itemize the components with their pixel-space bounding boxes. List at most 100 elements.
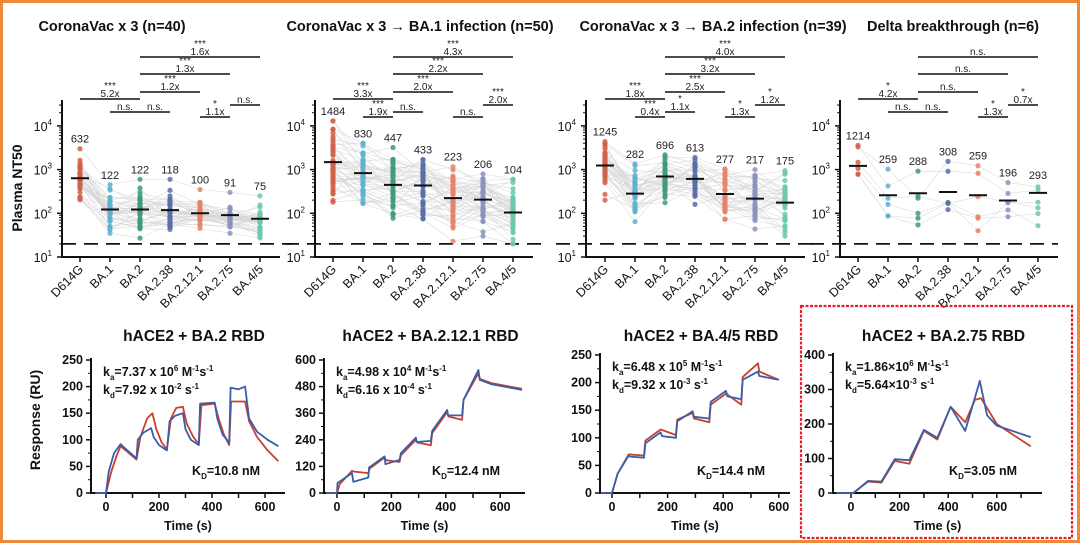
geometric-mean-label: 104 <box>504 164 522 176</box>
data-point-BA-4-5 <box>510 217 516 223</box>
data-point-BA-2 <box>137 176 143 182</box>
significance-stars: *** <box>357 81 369 92</box>
data-point-BA-2-75 <box>227 230 233 236</box>
data-point-BA-4-5 <box>510 236 516 243</box>
y-tick-label: 360 <box>295 406 316 420</box>
data-point-D614G <box>330 179 336 185</box>
tick-exponent: 4 <box>572 118 577 127</box>
data-point-D614G <box>330 145 336 151</box>
superscript: -1 <box>715 359 723 368</box>
fold-change-label: 4.2x <box>879 89 898 100</box>
x-tick-label: 600 <box>255 500 276 514</box>
geometric-mean-label: 277 <box>716 154 734 166</box>
tick-base: 10 <box>287 120 301 134</box>
x-tick-label: 400 <box>713 500 734 514</box>
data-point-BA-4-5 <box>782 177 788 184</box>
y-tick-label: 200 <box>804 417 825 431</box>
data-point-BA-4-5 <box>510 201 516 207</box>
text-segment: s <box>432 365 439 379</box>
tick-exponent: 1 <box>48 249 53 258</box>
data-point-BA-1 <box>632 163 638 169</box>
text-segment: k <box>103 383 110 397</box>
text-segment: K <box>697 464 706 478</box>
superscript: 6 <box>909 359 914 368</box>
dissociation-constant-label: KD=10.8 nM <box>192 464 260 481</box>
data-point-BA-4-5 <box>257 226 263 232</box>
dissociation-constant-label: KD=14.4 nM <box>697 464 765 481</box>
fold-change-label: n.s. <box>955 64 971 75</box>
fold-change-label: n.s. <box>895 102 911 113</box>
data-point-BA-2-75 <box>1005 190 1011 197</box>
x-tick-label: 400 <box>202 500 223 514</box>
data-point-BA-2-12-1 <box>450 220 456 226</box>
text-segment: s <box>414 383 424 397</box>
text-segment: =9.32 x 10 <box>624 378 683 392</box>
y-tick-label: 150 <box>62 406 83 420</box>
fold-change-label: 2.0x <box>489 95 508 106</box>
data-point-BA-4-5 <box>782 229 788 236</box>
data-point-BA-2-12-1 <box>450 201 456 208</box>
data-point-BA-4-5 <box>257 231 263 237</box>
data-point-BA-4-5 <box>257 204 263 210</box>
data-point-BA-2-38 <box>692 157 698 163</box>
data-point-BA-2-75 <box>480 180 486 186</box>
subscript: D <box>441 472 447 481</box>
x-tick-label: BA.1 <box>865 262 894 291</box>
superscript: -1 <box>928 359 936 368</box>
y-tick-label: 101 <box>34 249 53 265</box>
data-point-BA-1 <box>107 194 113 201</box>
data-point-BA-2-38 <box>167 218 173 224</box>
highlight-box <box>799 304 1074 540</box>
text-segment: k <box>845 378 852 392</box>
superscript: -1 <box>942 359 950 368</box>
data-point-D614G <box>330 136 336 142</box>
fold-change-label: 1.1x <box>206 107 225 118</box>
data-point-BA-2-12-1 <box>450 208 456 214</box>
panel-title: hACE2 + BA.4/5 RBD <box>624 328 779 345</box>
data-point-BA-2 <box>915 222 921 228</box>
data-point-BA-2-75 <box>480 208 486 214</box>
subscript: d <box>852 386 857 395</box>
x-tick-label: 600 <box>986 500 1007 514</box>
data-point-BA-2-38 <box>420 216 426 222</box>
data-point-BA-2-75 <box>752 215 758 222</box>
fold-change-label: 5.2x <box>101 89 120 100</box>
superscript: 5 <box>683 359 688 368</box>
x-axis-label: Time (s) <box>164 519 212 533</box>
data-point-BA-2-12-1 <box>450 186 456 192</box>
data-point-BA-2-12-1 <box>450 182 456 188</box>
y-tick-label: 102 <box>287 205 306 221</box>
data-point-BA-4-5 <box>257 219 263 226</box>
x-tick-label: 600 <box>490 500 511 514</box>
data-point-BA-2-75 <box>752 208 758 214</box>
data-point-BA-2-38 <box>167 210 173 216</box>
dissociation-constant-label: KD=12.4 nM <box>432 464 500 481</box>
text-segment: =7.37 x 10 <box>114 365 173 379</box>
data-point-BA-2-12-1 <box>722 206 728 212</box>
y-tick-label: 50 <box>69 459 83 473</box>
data-point-BA-4-5 <box>510 229 516 236</box>
data-point-BA-2-38 <box>167 176 173 182</box>
data-point-D614G <box>602 191 608 197</box>
data-point-BA-2 <box>390 195 396 201</box>
y-tick-label: 100 <box>571 431 592 445</box>
text-segment: s <box>935 360 942 374</box>
data-point-D614G <box>77 165 83 171</box>
data-point-BA-2-38 <box>167 193 173 199</box>
fold-change-label: n.s. <box>970 47 986 58</box>
y-tick-label: 200 <box>62 380 83 394</box>
data-point-BA-2 <box>662 193 668 199</box>
fold-change-label: 1.9x <box>369 107 388 118</box>
y-tick-label: 120 <box>295 459 316 473</box>
data-point-BA-2 <box>390 156 396 162</box>
superscript: 6 <box>174 364 179 373</box>
tick-base: 10 <box>812 120 826 134</box>
data-point-BA-2 <box>390 202 396 209</box>
data-point-BA-1 <box>360 200 366 206</box>
significance-stars: *** <box>164 74 176 85</box>
panel-title: CoronaVac x 3 → BA.2 infection (n=39) <box>579 19 846 35</box>
y-tick-label: 300 <box>804 383 825 397</box>
data-point-BA-1 <box>632 219 638 225</box>
tick-base: 10 <box>812 251 826 265</box>
data-point-BA-2-75 <box>752 202 758 208</box>
